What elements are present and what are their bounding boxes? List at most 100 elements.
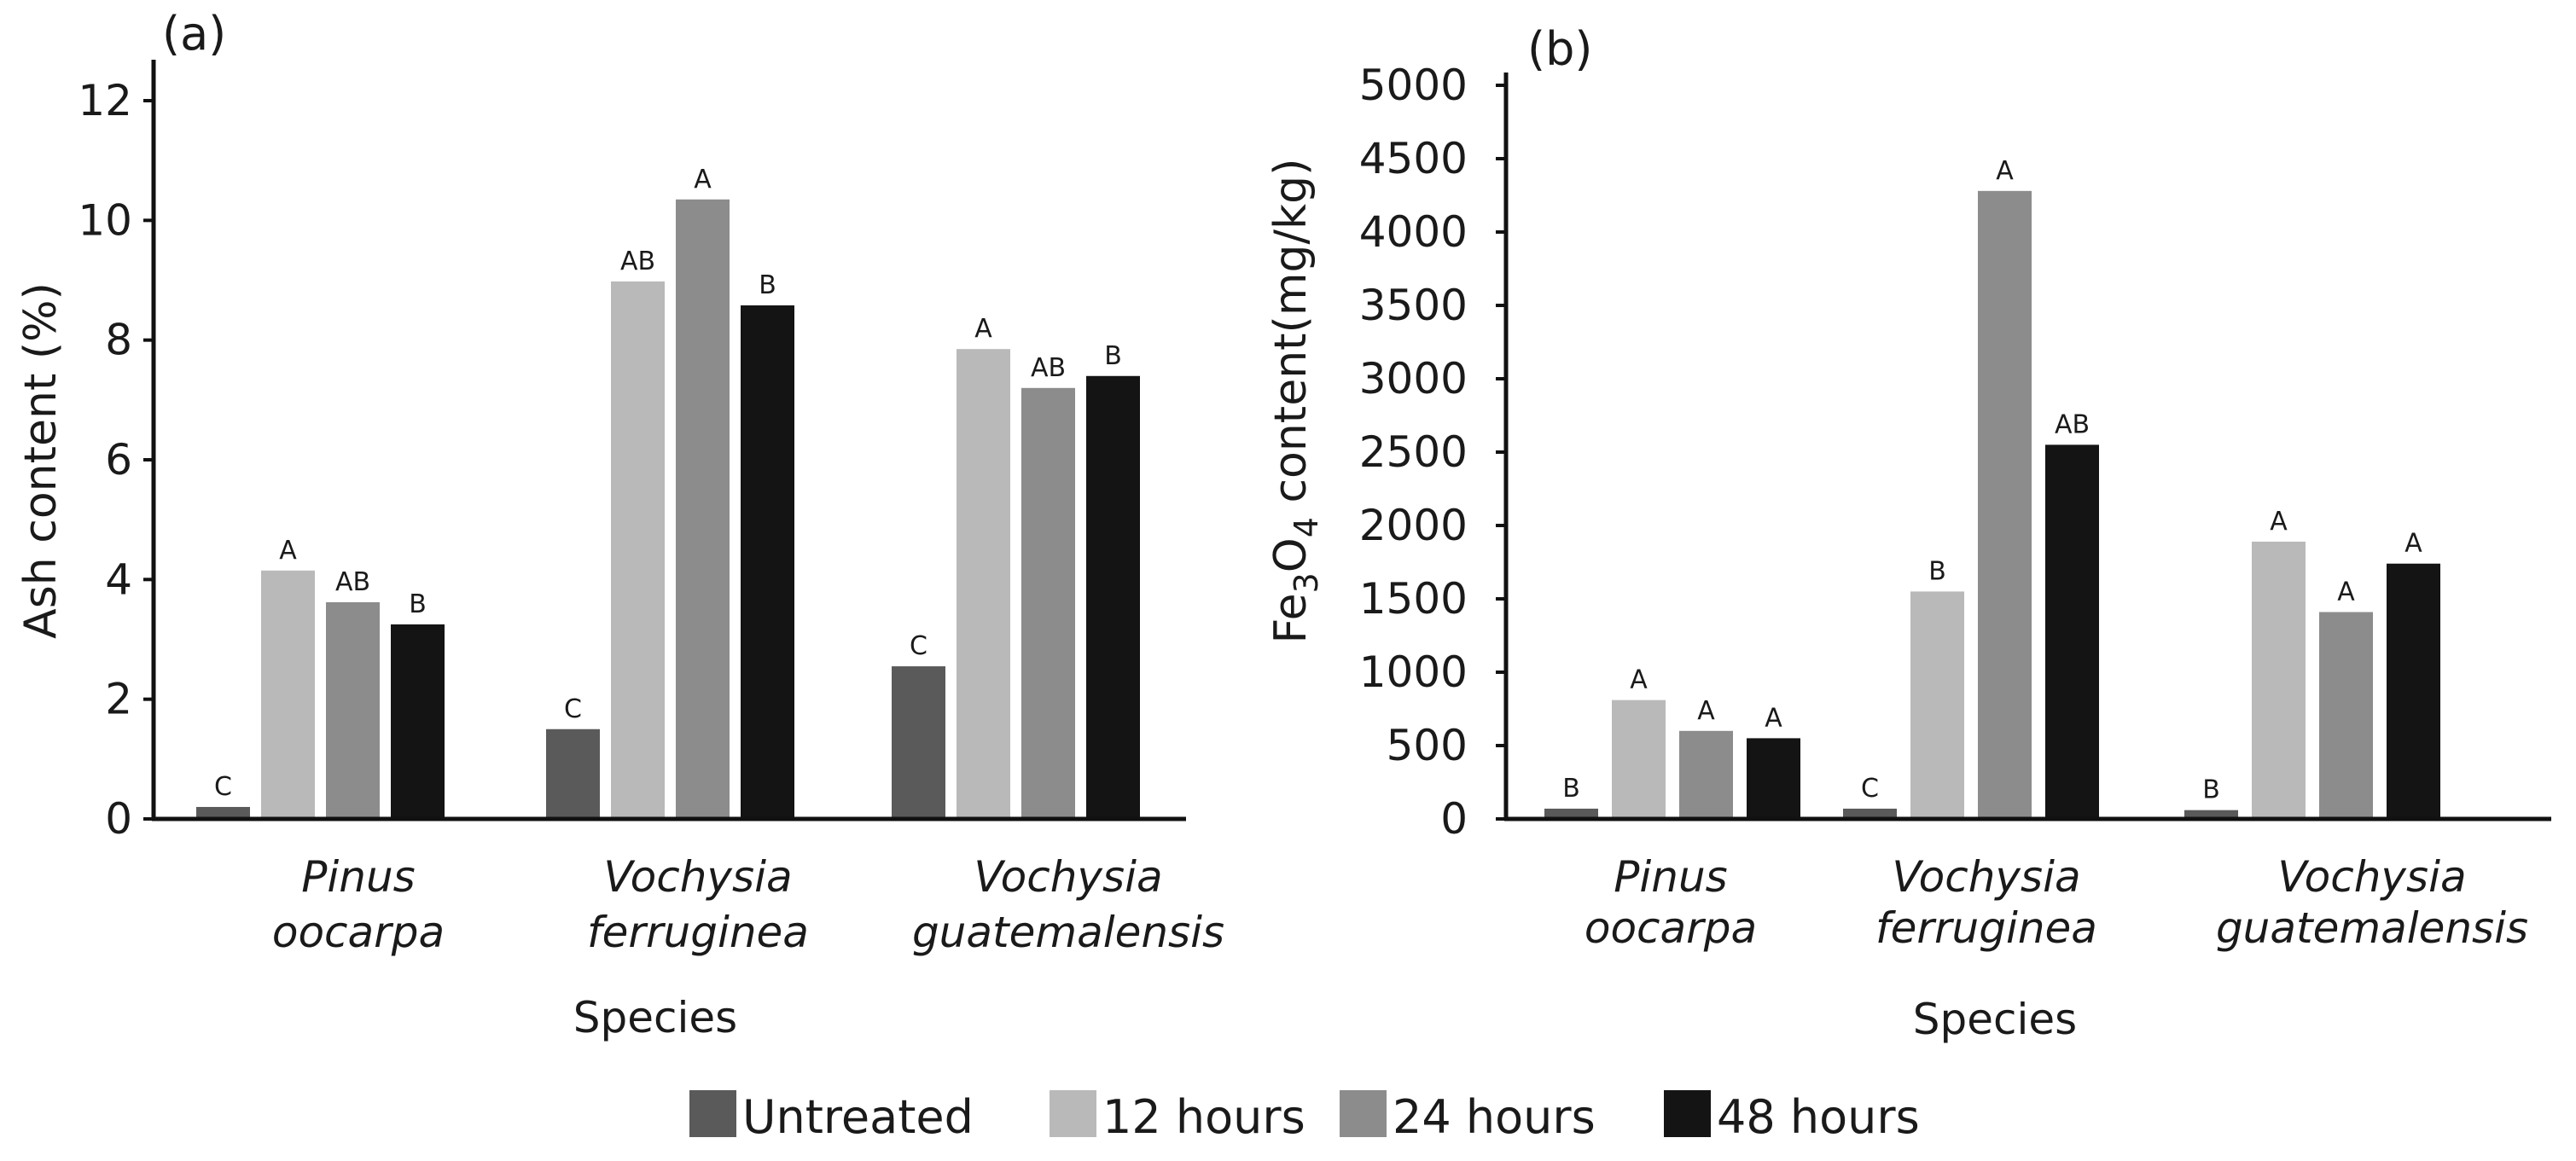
y-tick-label: 1000: [1359, 647, 1468, 697]
significance-letter: A: [1765, 703, 1782, 733]
significance-letter: B: [2202, 775, 2220, 805]
panel-a-y-axis-title: Ash content (%): [15, 282, 67, 639]
bar-48-hours-pinus-oocarpa: [391, 624, 445, 819]
panel-b-category-labels: PinusoocarpaVochysiaferrugineaVochysiagu…: [1585, 852, 2528, 953]
y-tick-label: 4000: [1359, 207, 1468, 257]
significance-letter: A: [694, 165, 712, 194]
y-tick-label: 500: [1387, 721, 1468, 770]
bar-24-hours-vochysia-guatemalensis: [2319, 612, 2373, 819]
bar-12-hours-vochysia-guatemalensis: [957, 349, 1010, 820]
bar-48-hours-vochysia-ferruginea: [741, 305, 794, 820]
significance-letter: C: [214, 772, 232, 802]
category-label-species: ferruginea: [1875, 903, 2097, 953]
category-label-genus: Vochysia: [2277, 852, 2466, 902]
panel-a-x-axis-title: Species: [573, 993, 737, 1042]
panel-b-bars: [1544, 190, 2440, 820]
y-tick-label: 8: [105, 316, 132, 365]
panel-a-ash-content: (a) Ash content (%) Species 0 2 4 6 8 10 12 C A…: [15, 7, 1224, 1042]
y-tick-label: 12: [78, 76, 132, 125]
bar-48-hours-pinus-oocarpa: [1747, 738, 1800, 819]
legend-swatch-48-hours: [1664, 1090, 1711, 1137]
category-label-genus: Pinus: [1614, 852, 1727, 902]
significance-letter: AB: [620, 247, 655, 276]
category-label-genus: Vochysia: [1892, 852, 2080, 902]
bar-12-hours-pinus-oocarpa: [261, 570, 315, 819]
bar-48-hours-vochysia-guatemalensis: [1086, 375, 1140, 819]
ylabel-close-paren: ): [1265, 159, 1317, 176]
ylabel-sub-3: 3: [1288, 572, 1325, 593]
legend-label-24-hours: 24 hours: [1393, 1090, 1596, 1144]
bar-untreated-pinus-oocarpa: [196, 806, 250, 819]
bar-48-hours-vochysia-ferruginea: [2045, 444, 2099, 819]
y-tick-label: 3500: [1359, 281, 1468, 330]
significance-letter: A: [974, 314, 992, 344]
bar-48-hours-vochysia-guatemalensis: [2387, 563, 2440, 819]
y-tick-label: 4: [105, 554, 132, 604]
bar-untreated-vochysia-ferruginea: [546, 729, 600, 819]
y-tick-label: 3000: [1359, 354, 1468, 403]
category-label-genus: Pinus: [301, 852, 415, 902]
y-tick-label: 0: [105, 794, 132, 844]
significance-letter: B: [759, 270, 776, 300]
category-label-species: ferruginea: [587, 908, 809, 957]
panel-a-y-ticks: 0 2 4 6 8 10 12: [78, 76, 154, 844]
significance-letter: B: [1104, 341, 1122, 371]
bar-untreated-vochysia-guatemalensis: [892, 666, 945, 819]
significance-letter: B: [409, 589, 427, 619]
significance-letter: A: [279, 536, 297, 566]
category-label-genus: Vochysia: [974, 852, 1162, 902]
panel-b-fe3o4-content: (b) Fe3O4 content(mg/kg) Species 0 500 100…: [1265, 22, 2551, 1044]
y-tick-label: 6: [105, 435, 132, 485]
panel-a-category-labels: Pinus oocarpa Vochysia ferruginea Vochysia gu…: [272, 852, 1224, 957]
significance-letter: A: [1996, 156, 2014, 186]
panel-b-y-axis-title: Fe3O4 content(mg/kg): [1265, 159, 1325, 644]
bar-24-hours-pinus-oocarpa: [326, 601, 380, 819]
significance-letter: A: [2337, 577, 2355, 607]
category-label-species: guatemalensis: [912, 908, 1224, 957]
legend-swatch-untreated: [689, 1090, 736, 1137]
significance-letter: A: [1697, 696, 1715, 726]
significance-letter: A: [2270, 507, 2288, 537]
bar-untreated-pinus-oocarpa: [1544, 808, 1598, 819]
y-tick-label: 1500: [1359, 574, 1468, 624]
y-tick-label: 2500: [1359, 427, 1468, 477]
legend-label-12-hours: 12 hours: [1102, 1090, 1305, 1144]
ylabel-open-paren: (: [1265, 316, 1317, 333]
bar-12-hours-vochysia-ferruginea: [611, 281, 665, 819]
category-label-species: oocarpa: [272, 908, 445, 957]
bar-24-hours-pinus-oocarpa: [1679, 730, 1733, 819]
legend-label-untreated: Untreated: [742, 1090, 974, 1144]
significance-letter: A: [1630, 665, 1648, 695]
significance-letter: B: [1928, 556, 1946, 586]
legend: Untreated 12 hours 24 hours 48 hours: [689, 1090, 1920, 1144]
bar-12-hours-pinus-oocarpa: [1612, 700, 1666, 819]
panel-b-y-ticks: 0 500 1000 1500 2000 2500 3000 3500 4000 4500 5000: [1359, 61, 1506, 844]
panel-a-bars: [196, 199, 1140, 820]
bar-24-hours-vochysia-ferruginea: [1978, 190, 2032, 820]
y-tick-label: 2: [105, 675, 132, 724]
significance-letter: AB: [1031, 353, 1066, 383]
y-tick-label: 0: [1440, 794, 1468, 844]
ylabel-unit: mg/kg: [1265, 176, 1317, 316]
y-tick-label: 4500: [1359, 134, 1468, 183]
significance-letter: B: [1562, 774, 1580, 804]
legend-swatch-12-hours: [1050, 1090, 1096, 1137]
bar-24-hours-vochysia-ferruginea: [676, 199, 730, 819]
significance-letter: C: [910, 631, 927, 661]
panel-b-x-axis-title: Species: [1913, 995, 2077, 1044]
panel-b-label: (b): [1527, 22, 1592, 76]
category-label-species: oocarpa: [1585, 903, 1757, 953]
significance-letter: C: [564, 694, 582, 724]
y-tick-label: 2000: [1359, 501, 1468, 550]
y-tick-label: 5000: [1359, 61, 1468, 110]
bar-24-hours-vochysia-guatemalensis: [1021, 387, 1075, 819]
category-label-species: guatemalensis: [2216, 903, 2528, 953]
ylabel-o: O: [1265, 537, 1317, 572]
panel-a-label: (a): [162, 7, 226, 61]
ylabel-fe: Fe: [1265, 593, 1317, 643]
category-label-genus: Vochysia: [603, 852, 792, 902]
bar-untreated-vochysia-guatemalensis: [2184, 810, 2238, 819]
bar-12-hours-vochysia-ferruginea: [1910, 591, 1964, 819]
